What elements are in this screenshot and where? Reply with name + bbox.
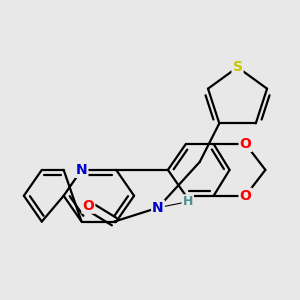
Text: N: N <box>152 201 164 215</box>
Text: O: O <box>240 137 251 151</box>
Text: S: S <box>232 60 242 74</box>
Text: N: N <box>76 163 87 177</box>
Text: O: O <box>240 189 251 203</box>
Text: O: O <box>82 199 94 213</box>
Text: H: H <box>183 195 193 208</box>
